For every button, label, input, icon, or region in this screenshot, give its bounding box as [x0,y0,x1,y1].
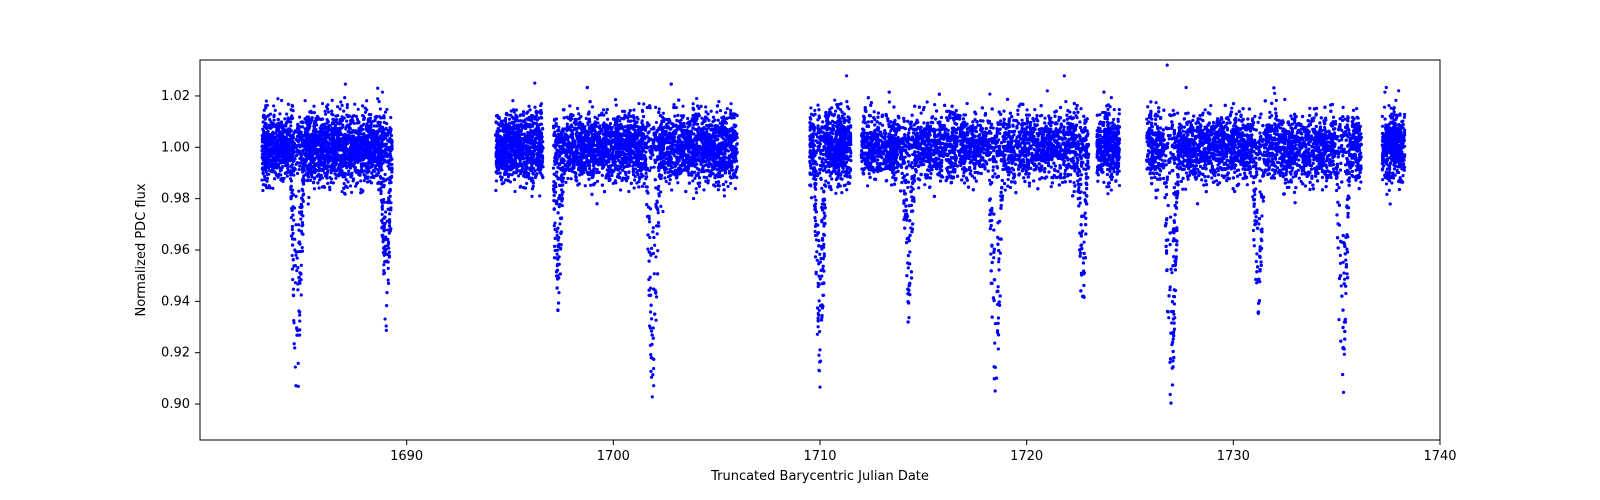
x-tick-label: 1690 [390,449,423,464]
data-points [260,64,1406,405]
y-tick-label: 1.00 [161,140,190,155]
y-axis-label: Normalized PDC flux [134,183,149,316]
lightcurve-scatter-chart: 1690 1700 1710 1720 1730 1740 0.90 0.92 0.94 0.96… [0,0,1600,500]
x-tick-label: 1740 [1423,449,1456,464]
x-tick-label: 1710 [803,449,836,464]
outlier-point [1166,64,1169,67]
x-axis-label: Truncated Barycentric Julian Date [710,469,929,484]
outlier-point [1397,89,1400,92]
y-tick-label: 0.94 [161,294,190,309]
y-tick-label: 1.02 [161,89,190,104]
x-tick-label: 1720 [1010,449,1043,464]
x-tick-label: 1700 [597,449,630,464]
y-tick-label: 0.96 [161,243,190,258]
outlier-point [376,87,379,90]
x-tick-label: 1730 [1217,449,1250,464]
chart-svg: 1690 1700 1710 1720 1730 1740 0.90 0.92 0.94 0.96… [0,0,1600,500]
y-tick-label: 0.98 [161,192,190,207]
outlier-point [533,82,536,85]
y-tick-label: 0.90 [161,397,190,412]
outlier-point [659,205,662,208]
y-tick-label: 0.92 [161,346,190,361]
outlier-point [1273,92,1276,95]
outlier-point [661,210,664,213]
outlier-point [1046,89,1049,92]
